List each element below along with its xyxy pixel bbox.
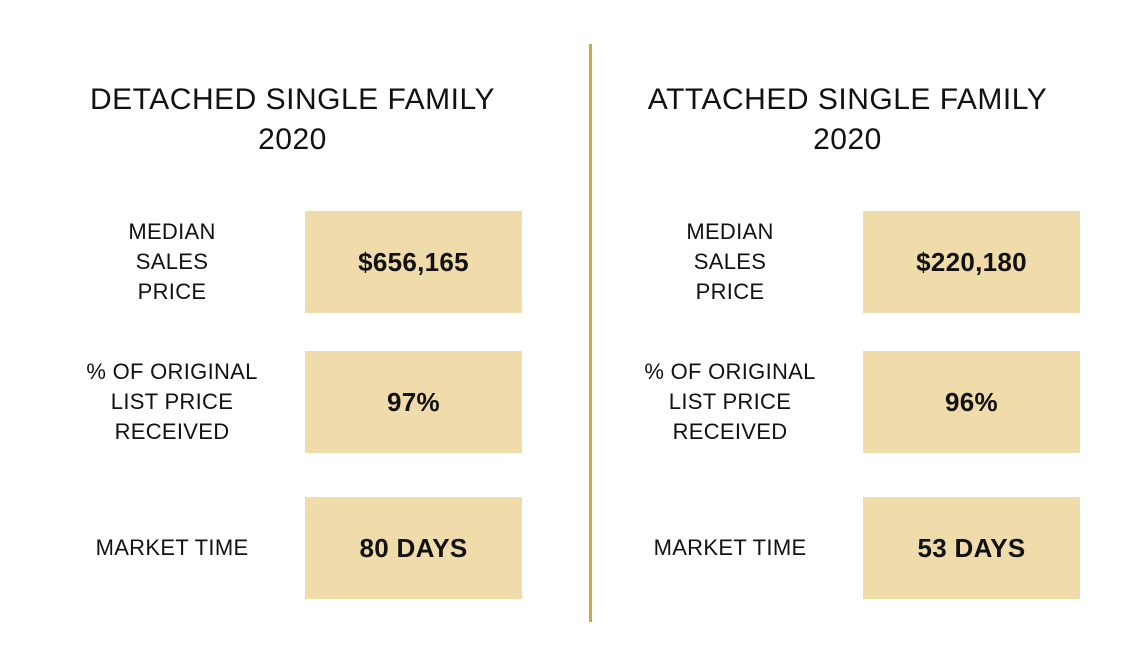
detached-panel: DETACHED SINGLE FAMILY 2020 MEDIAN SALES…: [57, 83, 522, 599]
stat-label: MARKET TIME: [615, 497, 845, 599]
stat-value-box: 53 DAYS: [863, 497, 1080, 599]
stat-label-line: PRICE: [695, 279, 765, 304]
stat-label-line: SALES: [135, 249, 209, 274]
stat-label-line: % OF ORIGINAL: [86, 359, 258, 384]
stat-label: % OF ORIGINAL LIST PRICE RECEIVED: [615, 351, 845, 453]
stat-label-line: MEDIAN: [128, 219, 216, 244]
center-divider: [589, 44, 592, 622]
stat-value-box: $656,165: [305, 211, 522, 313]
stat-label-line: SALES: [693, 249, 767, 274]
stat-label-line: LIST PRICE: [668, 389, 792, 414]
stat-value-box: 80 DAYS: [305, 497, 522, 599]
stat-label-line: LIST PRICE: [110, 389, 234, 414]
stat-label: % OF ORIGINAL LIST PRICE RECEIVED: [57, 351, 287, 453]
stat-label-line: % OF ORIGINAL: [644, 359, 816, 384]
panel-title-line1: ATTACHED SINGLE FAMILY: [647, 83, 1048, 116]
stat-label-line: MARKET TIME: [95, 535, 249, 560]
panel-title-line1: DETACHED SINGLE FAMILY: [90, 83, 495, 116]
panel-title-year: 2020: [258, 123, 327, 156]
attached-panel: ATTACHED SINGLE FAMILY 2020 MEDIAN SALES…: [573, 0, 1146, 667]
panel-title: ATTACHED SINGLE FAMILY 2020: [561, 80, 1134, 160]
stat-label: MEDIAN SALES PRICE: [615, 211, 845, 313]
stat-label-line: RECEIVED: [672, 419, 788, 444]
stat-label-line: PRICE: [137, 279, 207, 304]
stat-label-line: RECEIVED: [114, 419, 230, 444]
panel-title: DETACHED SINGLE FAMILY 2020: [6, 80, 579, 160]
stat-value-box: 97%: [305, 351, 522, 453]
stat-label-line: MARKET TIME: [653, 535, 807, 560]
stat-label: MARKET TIME: [57, 497, 287, 599]
stat-value-box: 96%: [863, 351, 1080, 453]
stat-value-box: $220,180: [863, 211, 1080, 313]
stat-label-line: MEDIAN: [686, 219, 774, 244]
panel-title-year: 2020: [813, 123, 882, 156]
stat-label: MEDIAN SALES PRICE: [57, 211, 287, 313]
